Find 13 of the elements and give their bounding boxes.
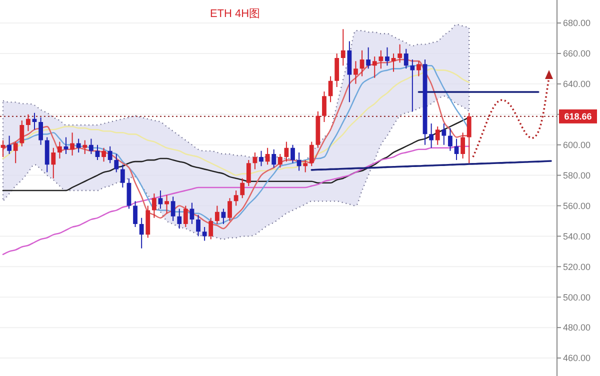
y-tick-label: 500.00: [563, 292, 591, 302]
y-tick-label: 520.00: [563, 262, 591, 272]
y-tick-label: 580.00: [563, 170, 591, 180]
y-tick-label: 460.00: [563, 353, 591, 364]
y-tick-label: 640.00: [563, 79, 591, 90]
y-tick-label: 540.00: [563, 231, 591, 242]
ref-line-label: 618.66: [564, 112, 592, 122]
y-tick-label: 560.00: [563, 200, 591, 211]
text: ETH 4H图: [210, 8, 260, 20]
y-tick-label: 480.00: [563, 322, 591, 333]
y-tick-label: 660.00: [563, 48, 591, 59]
y-tick-label: 680.00: [563, 18, 591, 28]
y-tick-label: 600.00: [563, 140, 591, 150]
